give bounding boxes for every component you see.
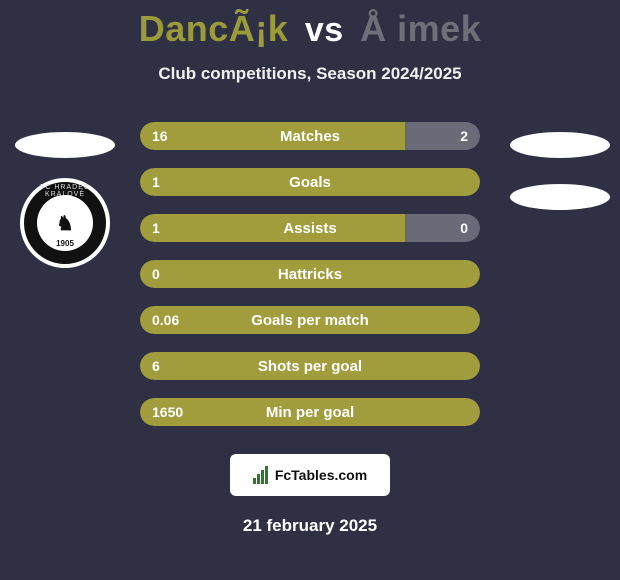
stat-bar-left: 0.06 [140, 306, 480, 334]
stat-bar-left: 1650 [140, 398, 480, 426]
stat-row: 1650Min per goal [140, 398, 480, 426]
stat-value-left: 1650 [152, 404, 183, 420]
stat-value-left: 1 [152, 220, 160, 236]
player2-flag-placeholder [510, 132, 610, 158]
stats-section: FC HRADEC KRÁLOVÉ ♞ 1905 162Matches1Goal… [0, 122, 620, 442]
stat-bar-left: 16 [140, 122, 405, 150]
player1-club-badge: FC HRADEC KRÁLOVÉ ♞ 1905 [20, 178, 110, 268]
brand-chart-icon [253, 466, 271, 484]
stat-value-left: 1 [152, 174, 160, 190]
club-lion-icon: ♞ [56, 211, 74, 236]
infographic-root: DancÃ¡k vs Å imek Club competitions, Sea… [0, 0, 620, 536]
stat-bar-left: 1 [140, 214, 405, 242]
player2-club-placeholder [510, 184, 610, 210]
stat-bar-left: 1 [140, 168, 480, 196]
player2-name: Å imek [360, 8, 481, 49]
club-year: 1905 [37, 239, 93, 248]
stat-bar-left: 6 [140, 352, 480, 380]
stat-row: 0.06Goals per match [140, 306, 480, 334]
stat-value-right: 2 [460, 128, 468, 144]
page-title: DancÃ¡k vs Å imek [0, 0, 620, 50]
stat-row: 6Shots per goal [140, 352, 480, 380]
stat-value-left: 6 [152, 358, 160, 374]
stat-bar-right: 2 [405, 122, 480, 150]
stat-row: 10Assists [140, 214, 480, 242]
stat-value-left: 16 [152, 128, 168, 144]
vs-label: vs [305, 11, 344, 49]
player1-name: DancÃ¡k [139, 8, 289, 49]
stat-value-left: 0.06 [152, 312, 179, 328]
stat-row: 162Matches [140, 122, 480, 150]
date-label: 21 february 2025 [0, 516, 620, 536]
stats-bars: 162Matches1Goals10Assists0Hattricks0.06G… [140, 122, 480, 444]
subtitle: Club competitions, Season 2024/2025 [0, 64, 620, 84]
stat-row: 0Hattricks [140, 260, 480, 288]
brand-text: FcTables.com [275, 467, 367, 483]
player1-flag-placeholder [15, 132, 115, 158]
brand-badge: FcTables.com [230, 454, 390, 496]
right-column [500, 122, 620, 210]
stat-bar-right: 0 [405, 214, 480, 242]
stat-bar-left: 0 [140, 260, 480, 288]
left-column: FC HRADEC KRÁLOVÉ ♞ 1905 [0, 122, 130, 268]
stat-row: 1Goals [140, 168, 480, 196]
stat-value-left: 0 [152, 266, 160, 282]
stat-value-right: 0 [460, 220, 468, 236]
